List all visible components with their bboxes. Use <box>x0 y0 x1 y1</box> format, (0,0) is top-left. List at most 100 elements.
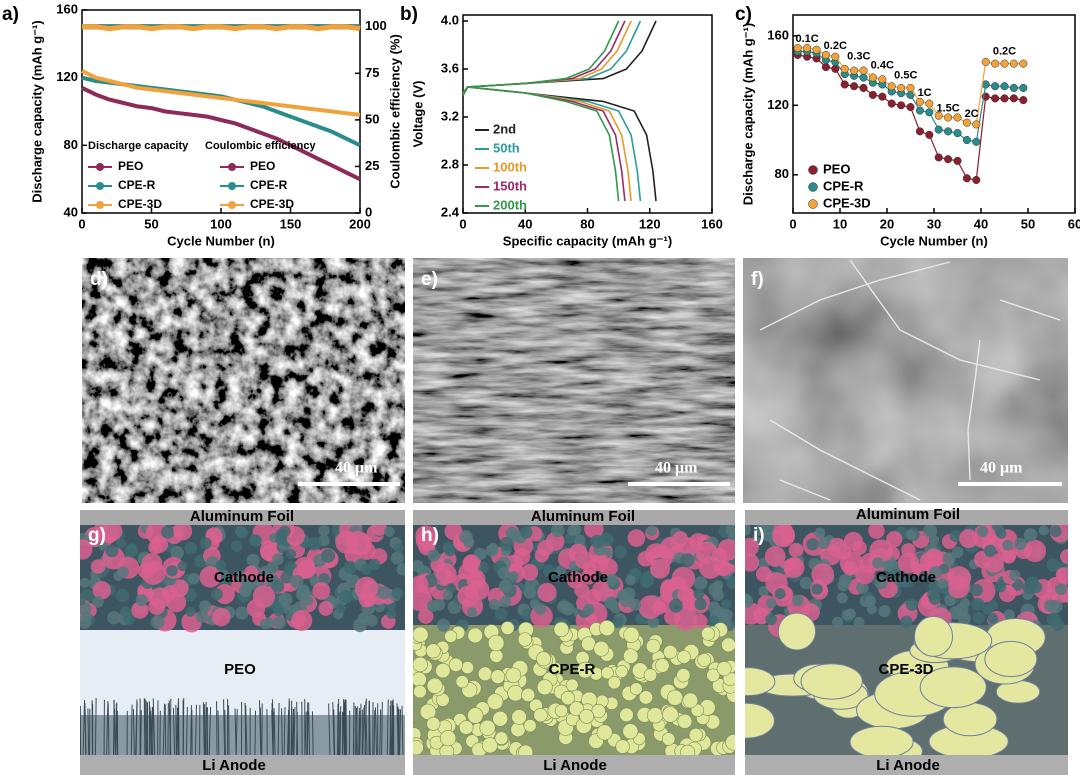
cathode-particle <box>889 568 902 581</box>
cathode-particle <box>1003 609 1015 621</box>
cathode-particle <box>832 616 844 629</box>
cathode-particle <box>107 611 121 625</box>
layer-label: CPE-3D <box>878 661 933 678</box>
cathode-particle <box>1023 528 1038 542</box>
cathode-particle <box>105 544 119 558</box>
dendrite <box>177 707 179 755</box>
cathode-particle <box>614 545 627 559</box>
filler-particle <box>688 727 703 743</box>
cathode-particle <box>291 609 313 631</box>
dendrite <box>391 699 394 755</box>
cathode-particle <box>393 542 404 553</box>
filler-particle <box>426 677 443 694</box>
x-tick-label: 150 <box>280 216 302 231</box>
dendrite <box>150 706 153 755</box>
x-axis-label: Specific capacity (mAh g⁻¹) <box>503 233 672 248</box>
data-point <box>972 120 981 129</box>
data-point <box>991 59 1000 68</box>
cathode-particle <box>646 525 657 537</box>
cathode-particle <box>612 616 624 629</box>
y2-axis-label: Coulombic efficiency (%) <box>387 34 402 189</box>
cathode-particle <box>1044 599 1057 613</box>
filler-particle <box>598 620 615 637</box>
data-point <box>981 57 990 66</box>
filler-particle <box>467 707 484 724</box>
data-point <box>1019 96 1028 105</box>
dendrite <box>368 710 371 755</box>
cathode-particle <box>984 544 997 557</box>
cathode-particle <box>878 605 891 618</box>
cathode-particle <box>1011 579 1024 591</box>
data-point <box>934 111 943 120</box>
data-point <box>868 73 877 82</box>
data-line <box>462 20 657 94</box>
y-tick-label: 3.2 <box>441 108 459 123</box>
y-tick-label: 80 <box>64 137 78 152</box>
cathode-particle <box>806 538 819 551</box>
cathode-particle <box>783 557 805 578</box>
y-axis-label: Discharge capacity (mAh g⁻¹) <box>740 23 755 205</box>
cathode-particle <box>673 606 698 631</box>
cathode-particle <box>1046 558 1061 572</box>
cathode-particle <box>307 536 322 551</box>
data-point <box>1019 59 1028 68</box>
filler-network <box>800 663 863 700</box>
cathode-particle <box>523 586 536 599</box>
cathode-particle <box>627 529 646 547</box>
filler-particle <box>413 671 427 688</box>
filler-network <box>919 666 987 709</box>
filler-particle <box>553 621 569 638</box>
filler-particle <box>521 687 536 702</box>
cathode-particle <box>864 595 876 607</box>
layer-label: Cathode <box>214 569 274 586</box>
filler-particle <box>667 689 684 706</box>
data-point <box>915 106 924 115</box>
y-tick-label: 40 <box>64 204 78 219</box>
cathode-particle <box>92 596 104 608</box>
cathode-particle <box>758 585 769 597</box>
y2-tick-label: 25 <box>365 158 379 173</box>
cathode-particle <box>856 581 869 594</box>
cathode-particle <box>566 571 584 589</box>
cathode-particle <box>117 566 129 578</box>
cathode-particle <box>497 567 510 580</box>
particles <box>80 525 1068 755</box>
data-point <box>962 174 971 183</box>
panel-label: g) <box>88 525 106 546</box>
filler-particle <box>662 706 679 723</box>
cathode-particle <box>131 601 149 619</box>
cathode-particle <box>712 589 724 601</box>
data-point <box>878 75 887 84</box>
filler-particle <box>500 621 515 635</box>
y-tick-label: 4.0 <box>441 12 459 27</box>
cathode-particle <box>354 576 379 600</box>
cathode-particle <box>92 581 111 600</box>
cathode-particle <box>957 611 971 625</box>
dendrite <box>130 704 133 755</box>
filler-particle <box>511 709 527 725</box>
cathode-particle <box>792 594 804 607</box>
filler-particle <box>486 693 504 710</box>
layer-label: Aluminum Foil <box>190 508 294 525</box>
x-tick-label: 40 <box>974 216 988 231</box>
cathode-particle <box>905 598 918 611</box>
cathode-particle <box>680 553 695 568</box>
y-tick-label: 3.6 <box>441 60 459 75</box>
cathode-particle <box>564 533 576 545</box>
y-tick-label: 160 <box>767 27 789 42</box>
cathode-particle <box>521 563 539 581</box>
dendrite <box>87 708 90 755</box>
filler-particle <box>646 638 661 654</box>
panel-label: a) <box>2 4 19 25</box>
cathode-particle <box>672 531 688 547</box>
data-point <box>850 82 859 91</box>
dendrite <box>107 703 110 755</box>
data-point <box>953 113 962 122</box>
cathode-particle <box>80 593 86 606</box>
filler-particle <box>576 661 594 679</box>
cathode-particle <box>335 530 359 554</box>
cathode-particle <box>745 594 754 608</box>
scale-label: 40 μm <box>655 460 698 477</box>
cathode-particle <box>390 551 404 565</box>
cathode-particle <box>1055 567 1068 582</box>
